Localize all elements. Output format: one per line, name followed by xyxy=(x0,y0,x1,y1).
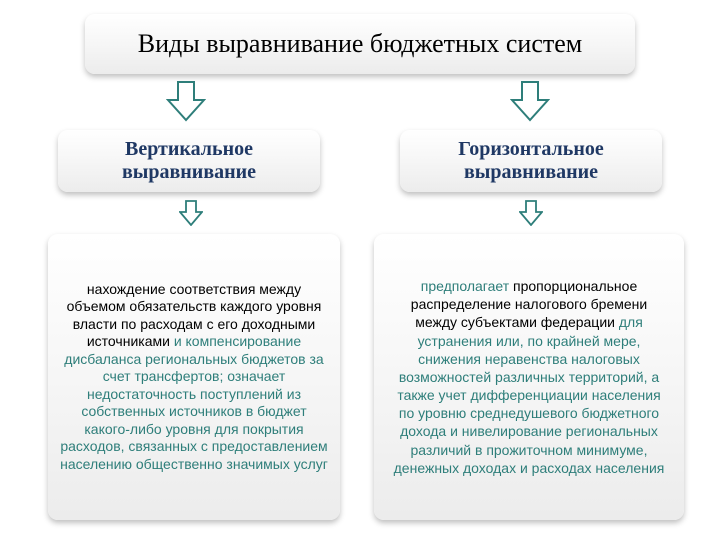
left-description-text: нахождение соответствия между объемом об… xyxy=(60,281,328,474)
arrow-left-to-desc xyxy=(179,200,203,226)
right-description-box: предполагает пропорциональное распределе… xyxy=(374,234,684,520)
title-text: Виды выравнивание бюджетных систем xyxy=(138,29,583,59)
left-heading-text: Вертикальное выравнивание xyxy=(72,138,306,184)
left-description-box: нахождение соответствия между объемом об… xyxy=(48,234,340,520)
right-description-text: предполагает пропорциональное распределе… xyxy=(388,277,670,477)
arrow-title-to-left xyxy=(166,80,206,122)
right-heading-box: Горизонтальное выравнивание xyxy=(400,130,662,192)
left-heading-box: Вертикальное выравнивание xyxy=(58,130,320,192)
arrow-title-to-right xyxy=(510,80,550,122)
arrow-right-to-desc xyxy=(519,200,543,226)
right-heading-text: Горизонтальное выравнивание xyxy=(414,138,648,184)
diagram-title: Виды выравнивание бюджетных систем xyxy=(85,14,635,74)
